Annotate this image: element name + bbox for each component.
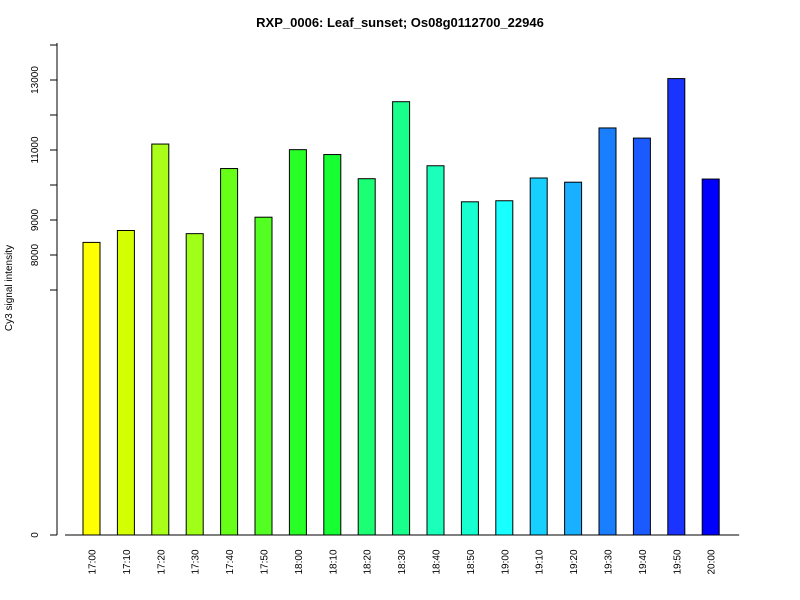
- bar-1900: [495, 200, 514, 536]
- x-axis: 17:00 17:10 17:20 17:30 17:40 17:50 18:00 18:10…: [65, 534, 740, 575]
- x-tick-label: 20:00: [707, 549, 718, 574]
- x-tick-label: 19:50: [672, 549, 683, 574]
- bar-1930: [598, 127, 617, 536]
- y-tick-label: 8000: [30, 243, 41, 266]
- x-tick-label: 18:50: [466, 549, 477, 574]
- x-tick-label: 17:50: [260, 549, 271, 574]
- chart-title: RXP_0006: Leaf_sunset; Os08g0112700_2294…: [256, 15, 544, 30]
- bar-1820: [357, 178, 376, 536]
- bar-1730: [185, 233, 204, 536]
- bar-1850: [460, 201, 479, 536]
- x-tick-label: 19:00: [500, 549, 511, 574]
- x-tick-label: 19:20: [569, 549, 580, 574]
- bar-1800: [288, 149, 307, 536]
- bar-1830: [392, 101, 411, 536]
- bar-1910: [529, 177, 548, 536]
- x-tick-label: 19:40: [638, 549, 649, 574]
- bar-1950: [667, 78, 686, 536]
- x-tick-label: 17:00: [88, 549, 99, 574]
- bar-1700: [82, 241, 101, 536]
- x-tick-label: 19:30: [604, 549, 615, 574]
- x-tick-label: 18:30: [397, 549, 408, 574]
- y-tick-label: 13000: [30, 66, 41, 94]
- x-tick-label: 18:00: [294, 549, 305, 574]
- x-tick-label: 17:20: [156, 549, 167, 574]
- bar-2000: [701, 178, 720, 536]
- y-axis-title: Cy3 signal intensity: [4, 245, 15, 331]
- x-tick-label: 18:10: [328, 549, 339, 574]
- y-tick-label: 0: [30, 532, 41, 538]
- y-tick-label: 9000: [30, 208, 41, 231]
- x-tick-label: 17:10: [122, 549, 133, 574]
- bar-1940: [632, 137, 651, 536]
- y-tick-label: 11000: [30, 136, 41, 164]
- bar-1840: [426, 165, 445, 536]
- bar-1920: [564, 181, 583, 536]
- x-tick-label: 17:40: [225, 549, 236, 574]
- x-tick-label: 19:10: [535, 549, 546, 574]
- bar-1740: [220, 168, 239, 536]
- bar-1750: [254, 216, 273, 536]
- x-tick-label: 18:20: [363, 549, 374, 574]
- x-tick-label: 18:40: [432, 549, 443, 574]
- bar-1710: [116, 230, 135, 536]
- x-tick-label: 17:30: [191, 549, 202, 574]
- bars: [82, 78, 720, 536]
- bar-1810: [323, 154, 342, 536]
- y-axis: 0 8000 9000 11000 13000: [30, 43, 58, 538]
- bar-1720: [151, 143, 170, 536]
